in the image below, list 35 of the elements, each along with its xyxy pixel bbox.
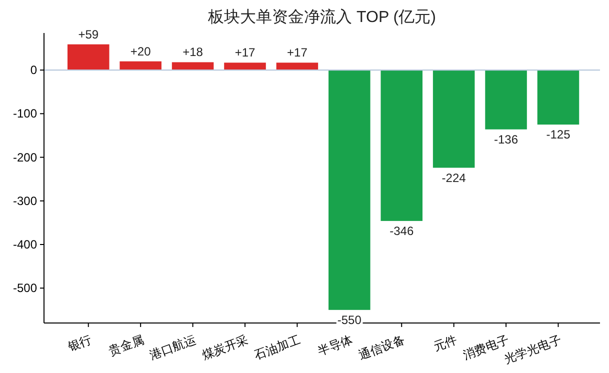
bar xyxy=(485,70,527,130)
data-label: +17 xyxy=(234,46,256,60)
y-tick-label: -500 xyxy=(12,281,38,296)
bar xyxy=(276,62,318,70)
data-label: -224 xyxy=(442,170,466,185)
y-tick-label: -400 xyxy=(12,238,38,252)
data-label: +18 xyxy=(182,45,204,60)
data-label: -346 xyxy=(390,224,414,238)
data-label: +20 xyxy=(130,44,152,58)
x-tick-label: 半导体 xyxy=(316,332,354,358)
x-tick-label: 贵金属 xyxy=(106,332,146,358)
data-label: -550 xyxy=(337,312,362,327)
y-tick-label: -100 xyxy=(12,106,38,121)
data-label: +59 xyxy=(78,27,99,42)
x-tick-label: 煤炭开采 xyxy=(200,332,250,362)
bar xyxy=(120,61,162,70)
bar xyxy=(67,44,110,70)
bar xyxy=(328,70,370,310)
x-tick-label: 石油加工 xyxy=(252,332,302,362)
y-tick-label: 0 xyxy=(30,63,38,78)
x-tick-label: 通信设备 xyxy=(356,332,407,362)
x-tick-label: 港口航运 xyxy=(148,332,198,362)
bar xyxy=(432,70,475,168)
bar xyxy=(224,62,266,70)
data-label: +17 xyxy=(287,46,308,60)
bar xyxy=(537,70,580,125)
bar xyxy=(380,70,422,221)
y-tick-label: -200 xyxy=(12,150,38,164)
data-label: -125 xyxy=(546,128,571,142)
data-label: -136 xyxy=(494,132,518,146)
x-tick-label: 银行 xyxy=(65,332,94,354)
chart-title: 板块大单资金净流入 TOP (亿元) xyxy=(207,8,436,26)
bar xyxy=(172,62,214,70)
y-tick-label: -300 xyxy=(12,194,38,208)
x-tick-label: 元件 xyxy=(432,332,459,354)
